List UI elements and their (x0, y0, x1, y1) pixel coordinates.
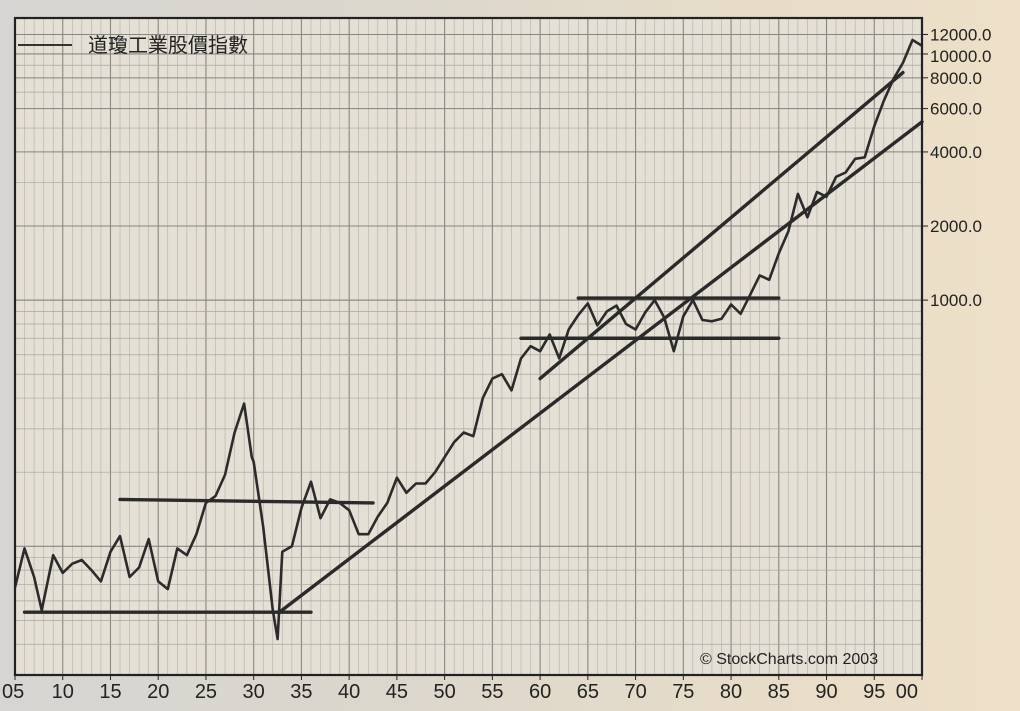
x-tick-label: 00 (896, 681, 918, 703)
x-tick-label: 75 (672, 681, 694, 703)
y-tick-label: 1000.0 (930, 291, 982, 310)
x-tick-label: 85 (768, 681, 790, 703)
x-tick-label: 95 (863, 681, 885, 703)
y-tick-label: 4000.0 (930, 143, 982, 162)
trendline (538, 70, 905, 381)
legend-label: 道瓊工業股價指數 (88, 33, 248, 57)
x-tick-label: 60 (529, 681, 551, 703)
y-tick-label: 6000.0 (930, 100, 982, 119)
trendline (277, 120, 924, 614)
x-tick-label: 20 (147, 681, 169, 703)
plot-frame (13, 16, 924, 677)
y-tick-label: 12000.0 (930, 25, 991, 44)
y-tick-label: 8000.0 (930, 69, 982, 88)
x-tick-label: 90 (815, 681, 837, 703)
x-tick-label: 05 (2, 681, 24, 703)
x-tick-label: 25 (195, 681, 217, 703)
x-tick-label: 50 (434, 681, 456, 703)
x-tick-label: 10 (52, 681, 74, 703)
plot-area (15, 18, 922, 675)
x-tick-label: 40 (338, 681, 360, 703)
y-tick-label: 10000.0 (930, 47, 991, 66)
copyright-annotation: © StockCharts.com 2003 (700, 651, 878, 668)
x-tick-label: 65 (577, 681, 599, 703)
x-tick-label: 70 (624, 681, 646, 703)
y-tick-label: 2000.0 (930, 217, 982, 236)
x-tick-label: 30 (243, 681, 265, 703)
series-line-djia (13, 38, 923, 641)
x-tick-label: 35 (290, 681, 312, 703)
x-tick-label: 55 (481, 681, 503, 703)
x-tick-label: 80 (720, 681, 742, 703)
x-tick-label: 45 (386, 681, 408, 703)
trendline (118, 497, 375, 505)
x-tick-label: 15 (99, 681, 121, 703)
